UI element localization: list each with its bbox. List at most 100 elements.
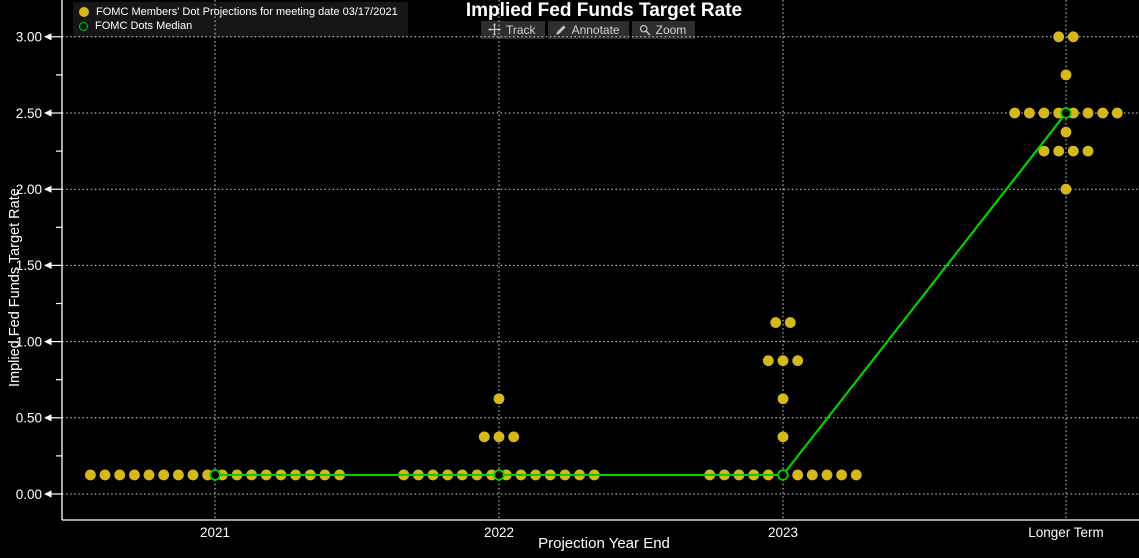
zoom-button[interactable]: Zoom [631,21,696,39]
y-tick-arrow-icon [44,185,52,193]
fomc-dot [508,431,520,443]
y-tick-label: 3.00 [16,30,42,45]
fomc-dot [398,469,410,481]
annotate-icon [555,24,567,36]
fomc-dot [733,469,745,481]
annotate-label: Annotate [571,22,620,37]
fomc-dot [777,393,789,405]
median-series-marker-icon [79,21,88,31]
y-tick-label: 0.00 [16,487,42,502]
fomc-dot [1082,107,1094,119]
fomc-dot [1009,107,1021,119]
y-tick-arrow-icon [44,338,52,346]
legend-item-dot-projections: FOMC Members' Dot Projections for meetin… [79,5,398,19]
x-axis-title: Projection Year End [538,535,670,552]
x-tick-label: 2023 [768,525,798,540]
fomc-dot [704,469,716,481]
fomc-dot [486,469,498,481]
legend-item-median: FOMC Dots Median [79,19,398,33]
y-tick-arrow-icon [44,490,52,498]
fomc-dot [1053,31,1065,43]
fomc-dot [114,469,126,481]
annotate-button[interactable]: Annotate [547,21,629,39]
fomc-dot [762,469,774,481]
fomc-dot [260,469,272,481]
fomc-dot [544,469,556,481]
y-tick-arrow-icon [44,414,52,422]
fomc-dot [770,317,782,328]
track-label: Track [506,22,536,37]
fomc-dot [187,469,199,481]
fomc-dot [806,469,818,481]
y-tick-arrow-icon [44,261,52,269]
fomc-dot [530,469,541,481]
median-marker [1060,107,1072,119]
x-tick-label: 2022 [484,525,514,540]
fomc-dot [777,431,789,443]
fomc-dot [1038,145,1050,157]
fomc-dot [1067,31,1079,43]
median-marker [777,469,789,481]
fomc-dot [471,469,483,481]
fomc-dot [1060,69,1072,81]
fomc-dot [559,469,571,481]
fomc-dot [493,393,505,405]
dot-series-marker-icon [79,7,89,17]
fomc-dot [427,469,439,481]
fomc-dot [836,469,847,481]
fomc-dot [85,469,96,481]
track-icon [488,23,501,36]
fomc-dot [202,469,214,481]
fomc-dot [456,469,468,481]
fomc-dot [1060,126,1072,138]
legend: FOMC Members' Dot Projections for meetin… [73,2,408,37]
fomc-dot [1111,107,1123,119]
y-tick-label: 0.50 [16,411,42,426]
fomc-dot [500,469,512,481]
fomc-dot [574,469,585,481]
fomc-dot [493,431,505,443]
fomc-dot [1067,145,1079,157]
y-tick-arrow-icon [44,109,52,117]
fomc-dot [143,469,155,481]
fomc-dot [99,469,111,481]
y-tick-label: 2.50 [16,106,42,121]
median-marker [493,469,505,481]
fomc-dot [588,469,600,481]
fomc-dot [304,469,316,481]
fomc-dot [515,469,527,481]
fomc-dot [173,469,184,481]
median-marker [209,469,221,481]
fomc-dot [792,355,804,367]
chart-toolbar: Track Annotate Zoom [481,21,696,39]
fomc-dot [777,469,789,481]
fomc-dot [1060,183,1072,195]
fomc-dot [1067,107,1079,119]
fomc-dot [334,469,345,481]
fomc-dot [777,355,789,367]
fomc-dot [158,469,170,481]
fomc-dot [821,469,833,481]
fomc-dot [1097,107,1109,119]
fomc-dot [216,469,228,481]
fomc-dot [1024,107,1035,119]
fomc-dot [1053,107,1065,119]
fomc-dot [478,431,490,443]
fomc-dot [442,469,454,481]
fomc-dot [784,317,796,328]
x-tick-label: Longer Term [1028,525,1104,540]
fomc-dot [719,469,730,481]
fomc-dot [290,469,301,481]
zoom-icon [639,24,651,36]
x-tick-label: 2021 [200,525,230,540]
fomc-dot [748,469,760,481]
legend-dot-projections-label: FOMC Members' Dot Projections for meetin… [96,6,398,18]
fomc-dot [413,469,424,481]
fomc-dot [246,469,257,481]
fomc-dot [1053,145,1065,157]
fomc-dot [762,355,774,367]
fomc-dot [275,469,287,481]
y-axis-title: Implied Fed Funds Target Rate [7,188,23,387]
track-button[interactable]: Track [481,21,545,39]
